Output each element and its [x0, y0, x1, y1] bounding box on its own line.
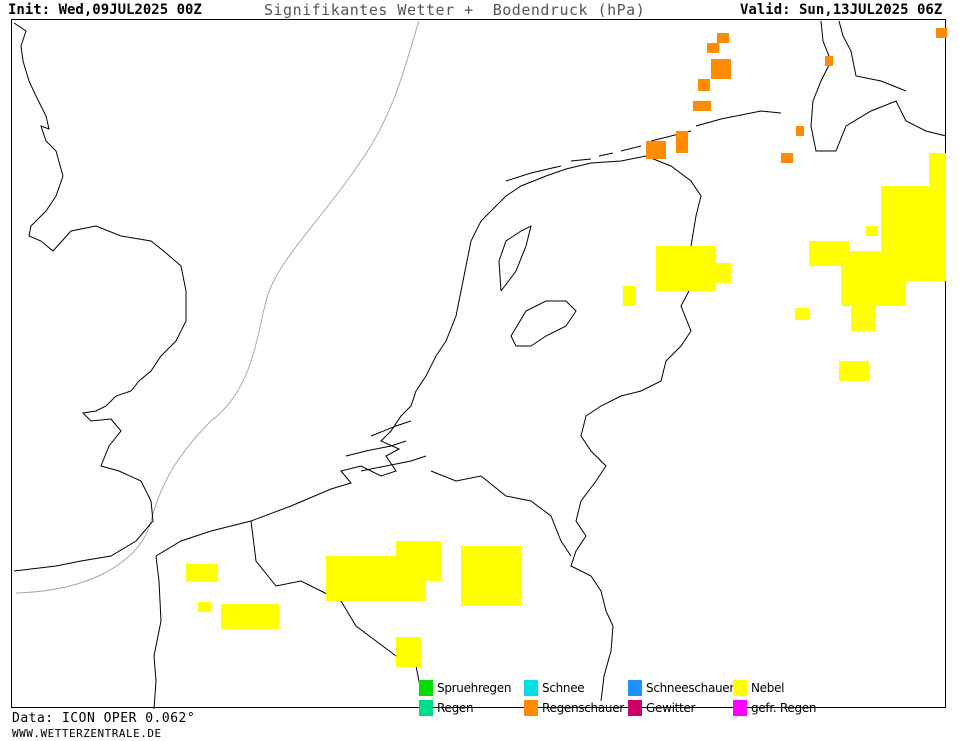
legend-swatch-gefr-regen: [733, 700, 747, 716]
legend-label-nebel: Nebel: [751, 681, 785, 695]
fog-patch: [839, 361, 869, 381]
shower-patch: [698, 79, 710, 91]
legend-label-gewitter: Gewitter: [646, 701, 696, 715]
legend-swatch-spruehregen: [419, 680, 433, 696]
fog-patch: [396, 541, 441, 581]
fog-patch: [198, 602, 211, 612]
legend-swatch-schnee: [524, 680, 538, 696]
isobar-line: [15, 20, 420, 594]
fog-patch: [701, 263, 731, 283]
init-time: Init: Wed,09JUL2025 00Z: [8, 2, 202, 18]
fog-patch: [461, 546, 521, 606]
legend-label-spruehregen: Spruehregen: [437, 681, 512, 695]
fog-patch: [221, 604, 279, 629]
nl-belgium-border: [430, 470, 572, 557]
legend-label-schnee: Schnee: [542, 681, 585, 695]
fog-areas: [186, 153, 946, 667]
fog-patch: [881, 186, 946, 281]
england-coastline: [13, 22, 187, 572]
legend-label-gefr-regen: gefr. Regen: [751, 701, 817, 715]
shower-patch: [936, 28, 947, 38]
fog-patch: [795, 308, 809, 320]
continent-coastline: [153, 155, 702, 709]
valid-time: Valid: Sun,13JUL2025 06Z: [740, 2, 943, 18]
shower-patch: [717, 33, 729, 43]
legend-label-regen: Regen: [437, 701, 474, 715]
fog-patch: [866, 226, 878, 236]
fog-patch: [186, 564, 218, 582]
shower-patch: [646, 141, 666, 159]
legend-swatch-gewitter: [628, 700, 642, 716]
shower-patch: [711, 59, 731, 79]
weather-map: [13, 20, 947, 709]
source-url: WWW.WETTERZENTRALE.DE: [12, 727, 162, 740]
fog-patch: [396, 637, 421, 667]
data-source: Data: ICON OPER 0.062°: [12, 711, 196, 726]
map-frame: Spruehregen Schnee Schneeschauer Nebel R…: [11, 19, 947, 716]
legend-swatch-regen: [419, 700, 433, 716]
fog-patch: [623, 286, 636, 306]
north-coast: [810, 20, 947, 152]
wadden-islands: [505, 110, 782, 182]
fog-patch: [929, 153, 946, 193]
legend-swatch-regenschauer: [524, 700, 538, 716]
shower-patch: [781, 153, 793, 163]
shower-areas: [646, 28, 947, 163]
legend-label-schneeschauer: Schneeschauer: [646, 681, 735, 695]
shower-patch: [825, 56, 833, 66]
shower-patch: [693, 101, 711, 111]
zeeland-delta: [345, 420, 427, 472]
legend-label-regenschauer: Regenschauer: [542, 701, 624, 715]
ijsselmeer: [498, 225, 577, 347]
legend-swatch-nebel: [733, 680, 747, 696]
shower-patch: [676, 131, 688, 153]
chart-title: Signifikantes Wetter + Bodendruck (hPa): [264, 1, 646, 19]
shower-patch: [796, 126, 804, 136]
fog-patch: [851, 301, 876, 331]
legend-swatch-schneeschauer: [628, 680, 642, 696]
shower-patch: [707, 43, 719, 53]
